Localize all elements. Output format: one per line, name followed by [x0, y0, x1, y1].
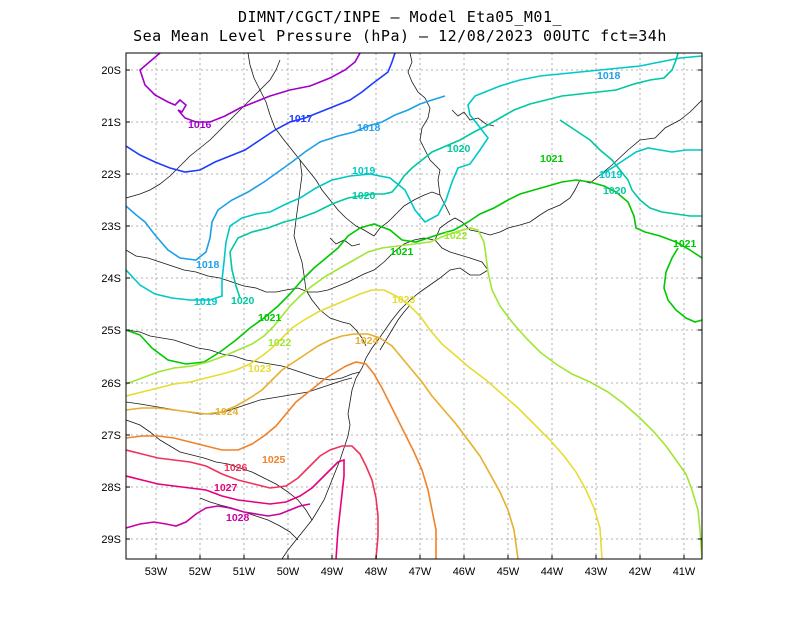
contour-label: 1020	[352, 190, 376, 202]
lon-tick-label: 51W	[233, 566, 256, 578]
lat-axis-labels: 20S 21S 22S 23S 24S 25S 26S 27S 28S 29S	[101, 65, 121, 546]
lon-tick-label: 41W	[673, 566, 696, 578]
contour-label: 1020	[447, 143, 471, 155]
isobar-1016	[139, 53, 361, 123]
contour-label: 1023	[248, 363, 272, 375]
contour-label: 1021	[540, 153, 564, 165]
lat-tick-label: 22S	[101, 169, 121, 181]
contour-label: 1026	[224, 462, 248, 474]
contour-label: 1019	[352, 165, 376, 177]
contour-label: 1020	[231, 295, 255, 307]
map-title-line1: DIMNT/CGCT/INPE – Model Eta05_M01_	[237, 8, 563, 26]
lon-tick-label: 46W	[453, 566, 476, 578]
gridlines	[126, 53, 702, 559]
lat-tick-label: 20S	[101, 65, 121, 77]
contour-label: 1016	[188, 119, 212, 131]
contour-label: 1018	[196, 259, 220, 271]
lon-tick-label: 50W	[277, 566, 300, 578]
plot-frame	[125, 52, 703, 560]
lon-tick-label: 52W	[189, 566, 212, 578]
contour-labels: 1016 1017 1018 1018 1020 1021 1019 1020 …	[188, 70, 697, 524]
contour-label: 1022	[268, 337, 292, 349]
lon-tick-label: 43W	[585, 566, 608, 578]
contour-label: 1021	[258, 312, 282, 324]
contour-label: 1023	[392, 294, 416, 306]
lon-tick-label: 42W	[629, 566, 652, 578]
lon-tick-label: 45W	[497, 566, 520, 578]
lon-tick-label: 44W	[541, 566, 564, 578]
lon-tick-label: 47W	[409, 566, 432, 578]
lon-axis-labels: 53W 52W 51W 50W 49W 48W 47W 46W 45W 44W …	[145, 566, 696, 578]
contour-label: 1021	[673, 238, 697, 250]
isobar-1024	[126, 333, 519, 559]
isobar-1019	[126, 55, 702, 301]
lat-tick-label: 28S	[101, 482, 121, 494]
contour-label: 1019	[194, 296, 218, 308]
isobar-1022	[126, 227, 702, 559]
isobar-1017	[126, 53, 396, 173]
lon-tick-label: 53W	[145, 566, 168, 578]
lat-tick-label: 29S	[101, 534, 121, 546]
isobar-1021	[126, 179, 702, 365]
isobar-1025	[126, 361, 437, 559]
isobar-1023	[126, 289, 603, 559]
tick-marks	[126, 69, 702, 559]
isobar-1019b	[599, 147, 702, 176]
contour-label: 1017	[289, 113, 313, 125]
isobar-1018	[126, 95, 446, 261]
lon-tick-label: 49W	[321, 566, 344, 578]
contour-label: 1022	[444, 230, 468, 242]
isobars	[126, 53, 702, 559]
lat-tick-label: 24S	[101, 273, 121, 285]
contour-label: 1027	[214, 482, 238, 494]
contour-label: 1020	[603, 185, 627, 197]
isobar-1028	[126, 503, 311, 529]
contour-label: 1028	[226, 512, 250, 524]
isobar-1027	[126, 458, 345, 559]
contour-label: 1024	[355, 335, 379, 347]
lat-tick-label: 27S	[101, 430, 121, 442]
lon-tick-label: 48W	[365, 566, 388, 578]
isobar-1021b	[663, 247, 702, 323]
lat-tick-label: 23S	[101, 221, 121, 233]
isobar-1020	[229, 53, 679, 299]
contour-label: 1025	[262, 454, 286, 466]
contour-label: 1019	[599, 169, 623, 181]
contour-label: 1024	[215, 406, 239, 418]
contour-label: 1018	[597, 70, 621, 82]
map-title-line2: Sea Mean Level Pressure (hPa) – 12/08/20…	[133, 27, 667, 45]
isobar-1020b	[559, 119, 702, 217]
contour-label: 1021	[390, 246, 414, 258]
lat-tick-label: 26S	[101, 378, 121, 390]
isobar-1026	[126, 445, 379, 559]
lat-tick-label: 21S	[101, 117, 121, 129]
contour-label: 1018	[357, 122, 381, 134]
lat-tick-label: 25S	[101, 325, 121, 337]
